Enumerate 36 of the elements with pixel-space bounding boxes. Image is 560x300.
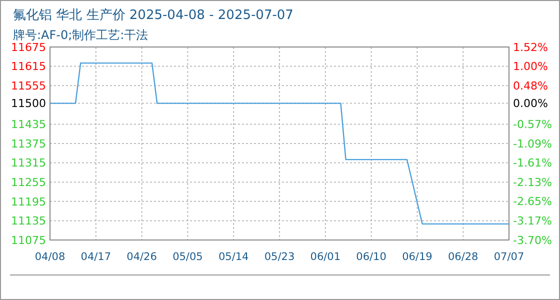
y2-tick-label: 0.48% — [513, 79, 548, 92]
x-tick-label: 05/05 — [172, 251, 203, 263]
y2-tick-label: -1.61% — [513, 156, 552, 170]
y-tick-label: 11435 — [11, 118, 46, 132]
y2-tick-label: -1.09% — [513, 137, 552, 150]
x-tick-label: 04/08 — [34, 251, 66, 263]
x-tick-label: 04/26 — [126, 251, 158, 263]
y-tick-label: 11315 — [11, 156, 46, 170]
y2-tick-label: 0.00% — [513, 97, 548, 110]
y2-tick-label: -0.57% — [513, 118, 552, 132]
x-tick-label: 05/23 — [264, 251, 295, 263]
y2-tick-label: -2.65% — [513, 195, 552, 208]
y2-tick-label: -2.13% — [513, 176, 552, 189]
y-tick-label: 11675 — [11, 40, 46, 54]
y-tick-label: 11195 — [11, 195, 46, 208]
chart-title: 氟化铝 华北 生产价 2025-04-08 - 2025-07-07 — [13, 8, 294, 23]
y-tick-label: 11615 — [11, 60, 46, 74]
chart-subtitle: 牌号:AF-0;制作工艺:干法 — [13, 28, 148, 42]
line-series — [49, 62, 510, 225]
x-tick-label: 06/01 — [310, 251, 341, 263]
y-tick-label: 11255 — [11, 176, 46, 189]
y2-tick-label: 1.00% — [513, 60, 548, 74]
x-tick-label: 07/07 — [494, 251, 524, 263]
y-tick-label: 11500 — [11, 97, 46, 110]
x-tick-label: 06/19 — [402, 251, 432, 263]
y-tick-label: 11075 — [11, 234, 46, 247]
x-tick-label: 06/10 — [356, 251, 386, 263]
x-tick-label: 04/17 — [80, 251, 112, 263]
y-tick-label: 11135 — [11, 214, 46, 228]
y-tick-label: 11555 — [11, 79, 46, 92]
x-tick-label: 06/28 — [448, 251, 478, 263]
y2-tick-label: -3.17% — [513, 214, 552, 228]
x-tick-label: 05/14 — [218, 251, 250, 263]
y-tick-label: 11375 — [11, 137, 46, 150]
y2-tick-label: 1.52% — [513, 40, 548, 54]
y2-tick-label: -3.70% — [513, 234, 552, 247]
